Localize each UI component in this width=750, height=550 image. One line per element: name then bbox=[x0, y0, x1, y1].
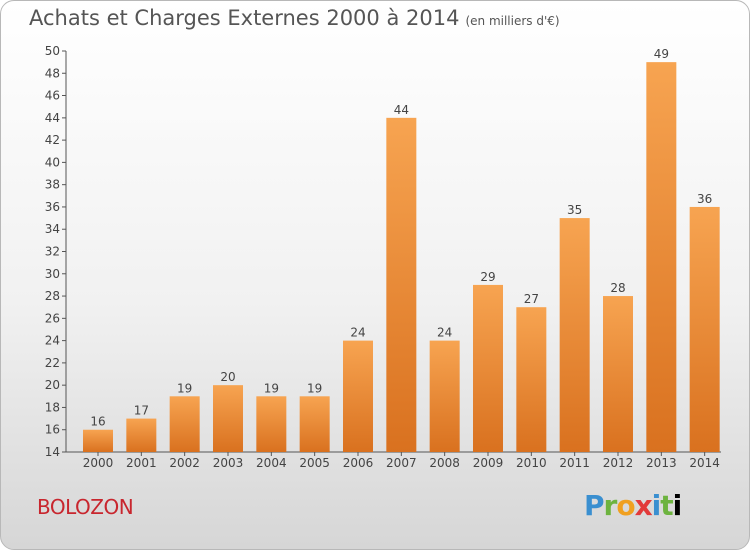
x-tick-label: 2003 bbox=[213, 456, 244, 470]
bar-value-label: 16 bbox=[90, 415, 105, 429]
bar-value-label: 19 bbox=[177, 381, 192, 395]
x-tick-label: 2009 bbox=[473, 456, 504, 470]
bar bbox=[169, 396, 200, 452]
y-tick-label: 40 bbox=[45, 155, 60, 169]
y-tick-label: 44 bbox=[45, 111, 60, 125]
y-tick-label: 32 bbox=[45, 245, 60, 259]
bar-value-label: 49 bbox=[654, 47, 669, 61]
x-tick-label: 2014 bbox=[689, 456, 720, 470]
logo-letter: r bbox=[603, 489, 618, 522]
bar bbox=[343, 340, 373, 452]
logo-letter: o bbox=[616, 489, 635, 522]
y-tick-label: 22 bbox=[45, 356, 60, 370]
chart-title-text: Achats et Charges Externes 2000 à 2014 bbox=[29, 6, 460, 30]
y-tick-label: 42 bbox=[45, 133, 60, 147]
y-tick-label: 16 bbox=[45, 423, 60, 437]
y-tick-label: 36 bbox=[45, 200, 60, 214]
y-tick-label: 14 bbox=[45, 445, 60, 459]
y-tick-label: 38 bbox=[45, 178, 60, 192]
bar-value-label: 44 bbox=[394, 103, 409, 117]
logo-letter: i bbox=[672, 489, 683, 522]
bar bbox=[473, 284, 503, 452]
commune-name: BOLOZON bbox=[37, 495, 134, 519]
y-tick-label: 46 bbox=[45, 89, 60, 103]
y-tick-label: 20 bbox=[45, 378, 60, 392]
chart-unit: (en milliers d'€) bbox=[465, 14, 560, 28]
data-labels: 16 17 19 20 19 19 24 44 24 29 27 35 28 49 36 bbox=[90, 47, 712, 429]
bar bbox=[256, 396, 287, 452]
bar-value-label: 24 bbox=[437, 326, 452, 340]
x-tick-label: 2000 bbox=[83, 456, 114, 470]
x-tick-label: 2001 bbox=[126, 456, 157, 470]
y-tick-label: 48 bbox=[45, 66, 60, 80]
logo-letter: i bbox=[651, 489, 662, 522]
proxiti-logo: Proxiti bbox=[584, 489, 683, 522]
bar bbox=[689, 206, 720, 452]
x-tick-label: 2010 bbox=[516, 456, 547, 470]
bar bbox=[126, 418, 157, 452]
bar bbox=[646, 62, 677, 453]
x-tick-label: 2012 bbox=[603, 456, 634, 470]
bar-value-label: 20 bbox=[220, 370, 235, 384]
x-tick-label: 2002 bbox=[169, 456, 200, 470]
y-tick-label: 34 bbox=[45, 222, 60, 236]
bar bbox=[83, 429, 113, 452]
y-tick-label: 18 bbox=[45, 400, 60, 414]
bar bbox=[603, 296, 633, 452]
x-tick-label: 2013 bbox=[646, 456, 677, 470]
logo-letter: P bbox=[584, 489, 605, 522]
x-tick-label: 2004 bbox=[256, 456, 287, 470]
bar bbox=[516, 307, 547, 452]
bar bbox=[559, 218, 590, 452]
bar-value-label: 36 bbox=[697, 192, 712, 206]
x-tick-label: 2005 bbox=[299, 456, 330, 470]
bar-value-label: 19 bbox=[307, 381, 322, 395]
bar bbox=[386, 117, 417, 452]
bar-value-label: 24 bbox=[350, 326, 365, 340]
bars bbox=[83, 62, 720, 453]
bar-value-label: 17 bbox=[134, 404, 149, 418]
chart-title: Achats et Charges Externes 2000 à 2014 (e… bbox=[29, 6, 560, 30]
bar bbox=[429, 340, 460, 452]
bar-value-label: 27 bbox=[524, 292, 539, 306]
x-tick-label: 2008 bbox=[429, 456, 460, 470]
x-tick-label: 2007 bbox=[386, 456, 417, 470]
logo-letter: t bbox=[660, 489, 673, 522]
bar bbox=[213, 385, 243, 452]
y-tick-label: 24 bbox=[45, 334, 60, 348]
y-tick-label: 26 bbox=[45, 311, 60, 325]
bar bbox=[299, 396, 330, 452]
y-tick-label: 30 bbox=[45, 267, 60, 281]
bar-value-label: 28 bbox=[610, 281, 625, 295]
y-tick-label: 28 bbox=[45, 289, 60, 303]
x-tick-label: 2006 bbox=[343, 456, 374, 470]
x-tick-label: 2011 bbox=[559, 456, 590, 470]
y-tick-label: 50 bbox=[45, 44, 60, 58]
bar-value-label: 35 bbox=[567, 203, 582, 217]
bar-value-label: 19 bbox=[264, 381, 279, 395]
logo-letter: x bbox=[634, 489, 653, 522]
bar-value-label: 29 bbox=[480, 270, 495, 284]
axes: 14 16 18 20 22 24 26 28 30 32 34 36 38 40 42 44 46 48 50 20… bbox=[45, 44, 721, 470]
